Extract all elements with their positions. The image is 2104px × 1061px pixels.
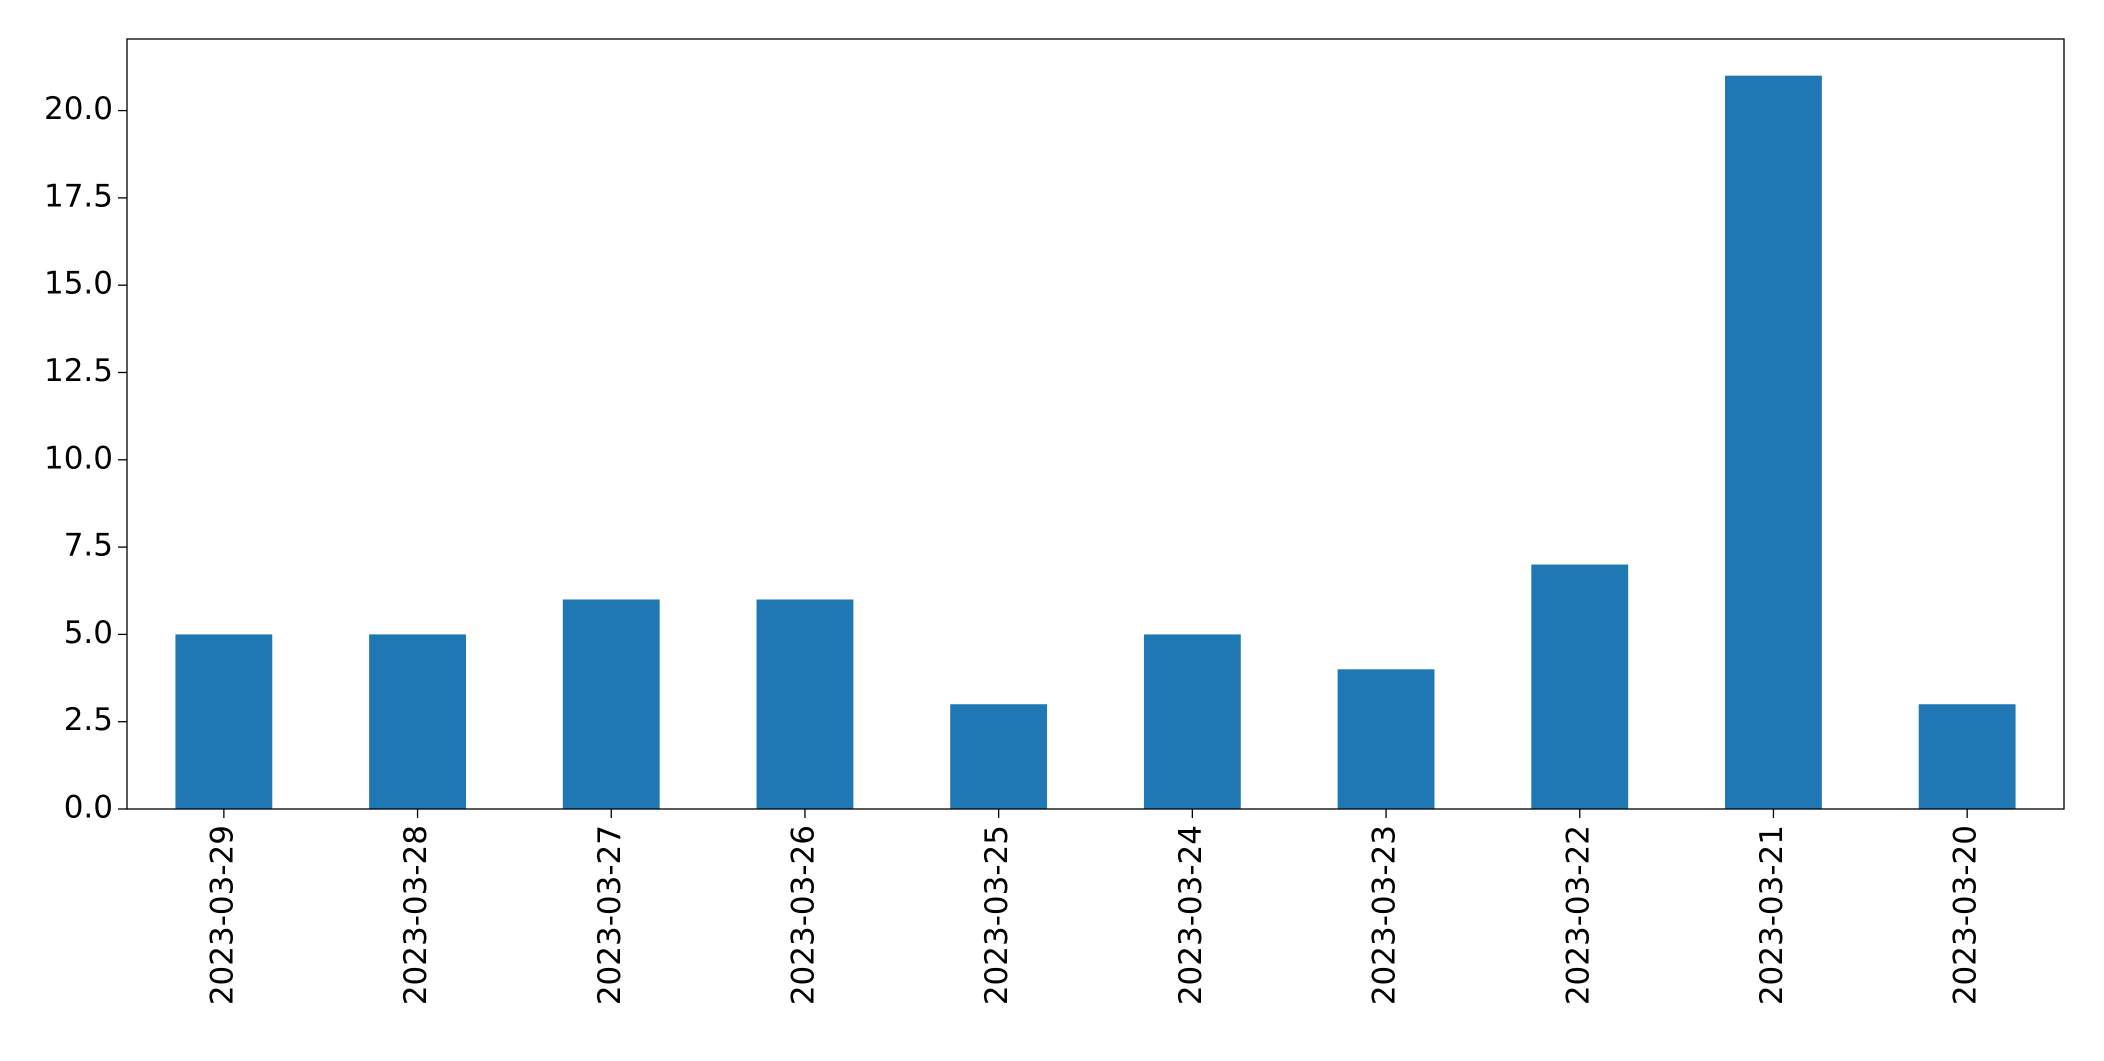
x-tick-label: 2023-03-29 bbox=[204, 825, 240, 1005]
bar bbox=[1531, 564, 1629, 809]
y-tick-label: 0.0 bbox=[64, 790, 113, 826]
x-tick-label: 2023-03-23 bbox=[1367, 825, 1403, 1005]
x-tick-label: 2023-03-28 bbox=[398, 825, 434, 1005]
x-tick-label: 2023-03-22 bbox=[1560, 825, 1596, 1005]
y-tick-label: 5.0 bbox=[64, 615, 113, 651]
y-tick-label: 15.0 bbox=[44, 266, 113, 302]
y-tick-label: 17.5 bbox=[44, 178, 113, 214]
bar bbox=[175, 634, 273, 809]
bar bbox=[756, 599, 854, 809]
bar bbox=[1337, 669, 1435, 809]
bar bbox=[950, 704, 1048, 809]
y-tick-label: 2.5 bbox=[64, 702, 113, 738]
x-tick-label: 2023-03-20 bbox=[1948, 825, 1984, 1005]
plot-frame bbox=[126, 38, 2065, 810]
y-tick-label: 7.5 bbox=[64, 528, 113, 564]
x-tick-label: 2023-03-21 bbox=[1754, 825, 1790, 1005]
bar bbox=[1725, 75, 1822, 809]
x-tick-label: 2023-03-26 bbox=[785, 825, 821, 1005]
y-tick-label: 12.5 bbox=[44, 353, 113, 389]
x-tick-label: 2023-03-25 bbox=[979, 825, 1015, 1005]
x-tick-label: 2023-03-27 bbox=[592, 825, 628, 1005]
y-tick-label: 20.0 bbox=[44, 91, 113, 127]
bar bbox=[1143, 634, 1241, 809]
y-tick-label: 10.0 bbox=[44, 440, 113, 476]
bar bbox=[1918, 704, 2016, 809]
x-tick-label: 2023-03-24 bbox=[1173, 825, 1209, 1005]
bar bbox=[369, 634, 466, 809]
bar bbox=[562, 599, 660, 809]
